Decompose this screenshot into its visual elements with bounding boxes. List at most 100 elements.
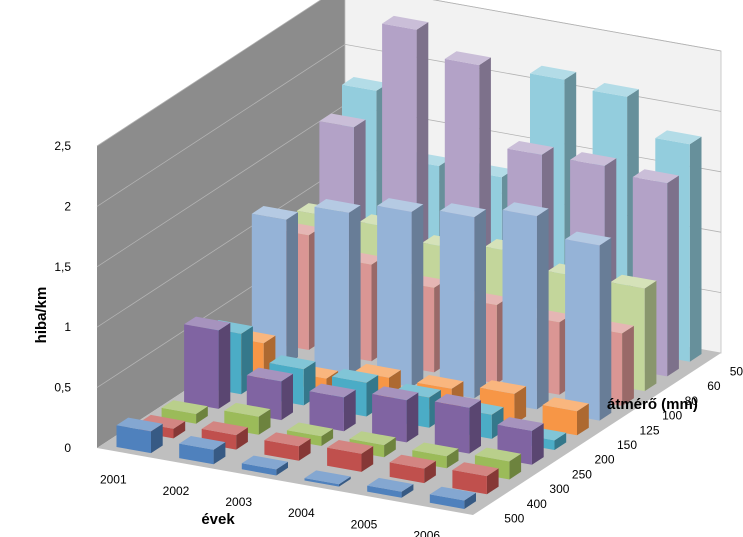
bar-400-2004 (327, 440, 374, 472)
bar-top (304, 470, 351, 485)
bar-top (542, 397, 589, 412)
bar-top (565, 231, 612, 246)
bar-side (401, 484, 414, 498)
bar-side (509, 453, 522, 480)
bar-400-2003 (264, 432, 311, 461)
bar-top (502, 202, 549, 217)
bar-400-2006 (452, 462, 499, 495)
bar-top (246, 367, 293, 382)
bar-side (536, 208, 549, 410)
bar-side (474, 209, 486, 399)
bar-side (486, 468, 499, 495)
bar-front (542, 405, 577, 436)
bar-top (507, 141, 554, 155)
bar-front (116, 425, 151, 454)
bar-250-2005 (434, 393, 481, 454)
bar-top (394, 383, 441, 398)
bar-125-2002 (314, 199, 361, 376)
bar-side (644, 280, 657, 392)
bar-side (213, 442, 226, 465)
bar-side (258, 409, 271, 435)
depth-tick-label: 60 (707, 379, 721, 393)
bar-top (452, 462, 499, 477)
bar-side (599, 237, 612, 421)
bar-top (269, 355, 316, 370)
depth-tick-label: 100 (662, 409, 682, 423)
bar-front (179, 443, 214, 465)
bar-500-2006 (429, 486, 476, 509)
bar-side (667, 175, 679, 377)
bar-front (184, 324, 219, 409)
bar-top (417, 375, 464, 389)
y-tick-label: 2 (64, 199, 71, 213)
bar-front (309, 391, 344, 432)
bar-150-2006 (542, 397, 589, 436)
bar-top (570, 152, 617, 166)
bar-500-2003 (241, 455, 288, 476)
depth-tick-label: 50 (730, 364, 743, 378)
bar-front (452, 470, 487, 495)
bar-top (332, 368, 379, 383)
bar-side (343, 389, 356, 432)
bar-top (439, 203, 486, 218)
bar-top (429, 486, 476, 501)
bar-side (577, 403, 589, 436)
y-tick-label: 2,5 (54, 139, 71, 153)
x-tick-label: 2002 (163, 484, 190, 498)
x-tick-label: 2006 (413, 528, 440, 537)
bar-front (251, 213, 287, 365)
bar-500-2005 (367, 477, 414, 498)
bar-125-2001 (251, 206, 298, 365)
bar-front (389, 462, 425, 484)
bar-top (349, 431, 396, 446)
bar-front (377, 205, 412, 388)
bar-125-2004 (439, 203, 486, 399)
bar-top (474, 447, 522, 462)
bar-top (327, 440, 374, 454)
bar-side (554, 432, 567, 450)
y-tick-label: 1 (64, 320, 71, 334)
bar-250-2001 (184, 316, 231, 409)
depth-tick-label: 300 (549, 482, 569, 496)
depth-tick-label: 125 (640, 423, 660, 437)
bar-300-2005 (412, 442, 459, 469)
bar-front (439, 210, 475, 399)
bar-250-2003 (309, 383, 356, 432)
bar-top (354, 363, 401, 378)
bar-side (514, 386, 527, 425)
bar-top (139, 414, 186, 429)
bar-top (655, 130, 702, 145)
bar-side (406, 392, 419, 443)
depth-axis-title: átmérő (mm) (607, 396, 698, 413)
bar-front (264, 440, 299, 461)
bar-top (184, 316, 231, 331)
bar-top (632, 169, 679, 184)
bar-300-2001 (161, 400, 208, 424)
left-wall (97, 0, 345, 448)
bar-top (389, 454, 436, 469)
bar-side (218, 322, 231, 409)
bar-125-2003 (377, 198, 424, 388)
bar-front (314, 206, 349, 376)
bar-top (224, 402, 271, 417)
x-axis-title: évek (201, 511, 235, 528)
bar-side (173, 421, 186, 439)
bar-top (319, 113, 366, 128)
x-tick-label: 2003 (225, 495, 252, 509)
bar-top (377, 198, 424, 212)
bar-top (241, 455, 288, 470)
bar-side (531, 423, 544, 465)
bar-group (116, 15, 702, 509)
bar-front (372, 394, 407, 443)
bar-125-2005 (502, 202, 549, 410)
bar-front (241, 463, 277, 476)
bar-top (497, 417, 544, 431)
bar-top (444, 51, 491, 66)
depth-tick-label: 400 (527, 497, 547, 511)
bar-top (530, 65, 577, 80)
depth-tick-label: 150 (617, 438, 637, 452)
bar-top (342, 77, 389, 91)
bar-front (412, 450, 447, 469)
bar-top (382, 15, 429, 30)
bar-side (464, 492, 476, 509)
